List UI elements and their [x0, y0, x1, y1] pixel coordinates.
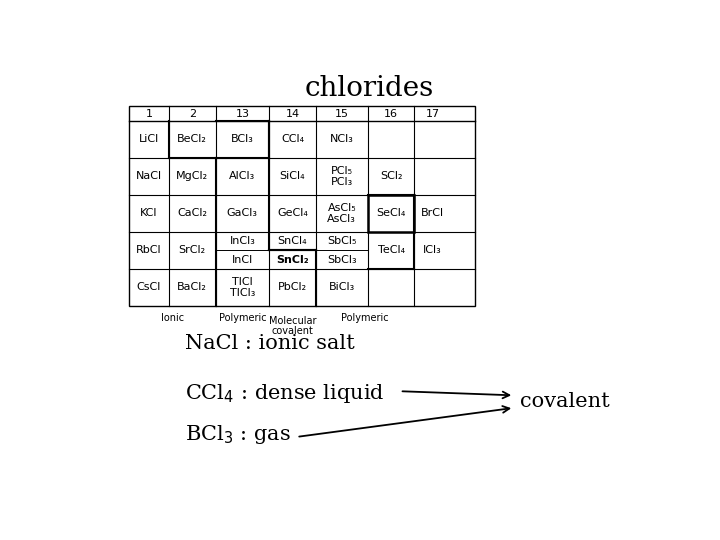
Text: 2: 2	[189, 109, 196, 119]
Text: BeCl₂: BeCl₂	[177, 134, 207, 144]
Text: SbCl₅: SbCl₅	[327, 236, 356, 246]
Text: AlCl₃: AlCl₃	[229, 171, 256, 181]
Text: SeCl₄: SeCl₄	[377, 208, 406, 219]
Text: SCl₂: SCl₂	[380, 171, 402, 181]
Text: 13: 13	[235, 109, 249, 119]
Text: SeCl₄: SeCl₄	[377, 208, 406, 219]
Text: RbCl: RbCl	[136, 246, 162, 255]
Text: 17: 17	[426, 109, 440, 119]
Text: KCl: KCl	[140, 208, 158, 219]
Text: SnCl₄: SnCl₄	[278, 236, 307, 246]
Text: GeCl₄: GeCl₄	[277, 208, 308, 219]
Text: 1: 1	[145, 109, 153, 119]
Text: BiCl₃: BiCl₃	[329, 282, 355, 293]
Text: 16: 16	[384, 109, 398, 119]
Text: covalent: covalent	[520, 392, 609, 411]
Bar	[129, 106, 475, 306]
Text: 15: 15	[335, 109, 348, 119]
Text: CsCl: CsCl	[137, 282, 161, 293]
Text: PbCl₂: PbCl₂	[278, 282, 307, 293]
Text: GaCl₃: GaCl₃	[227, 208, 258, 219]
Text: PCl₅
PCl₃: PCl₅ PCl₃	[330, 166, 353, 187]
Text: InCl₃: InCl₃	[230, 236, 256, 246]
Text: NaCl: NaCl	[136, 171, 162, 181]
Text: SiCl₄: SiCl₄	[279, 171, 305, 181]
Text: Ionic: Ionic	[161, 313, 184, 323]
Text: Molecular
covalent: Molecular covalent	[269, 315, 316, 336]
Text: NCl₃: NCl₃	[330, 134, 354, 144]
Text: LiCl: LiCl	[139, 134, 159, 144]
Text: SnCl₂: SnCl₂	[276, 255, 309, 265]
Text: BaCl₂: BaCl₂	[177, 282, 207, 293]
Text: InCl: InCl	[232, 255, 253, 265]
Text: TlCl
TlCl₃: TlCl TlCl₃	[230, 277, 255, 298]
Text: TeCl₄: TeCl₄	[377, 246, 405, 255]
Text: BCl₃: BCl₃	[231, 134, 253, 144]
Text: chlorides: chlorides	[305, 75, 433, 102]
Bar	[368, 195, 415, 232]
Text: 14: 14	[285, 109, 300, 119]
Text: ICl₃: ICl₃	[423, 246, 442, 255]
Text: Polymeric: Polymeric	[219, 313, 266, 323]
Text: CCl₄: CCl₄	[281, 134, 304, 144]
Text: SbCl₃: SbCl₃	[327, 255, 356, 265]
Text: Polymeric: Polymeric	[341, 313, 389, 323]
Text: MgCl₂: MgCl₂	[176, 171, 208, 181]
Text: AsCl₅
AsCl₃: AsCl₅ AsCl₃	[328, 203, 356, 224]
Text: CCl$_4$ : dense liquid: CCl$_4$ : dense liquid	[185, 382, 384, 405]
Text: CaCl₂: CaCl₂	[177, 208, 207, 219]
Text: SrCl₂: SrCl₂	[179, 246, 206, 255]
Text: NaCl : ionic salt: NaCl : ionic salt	[185, 334, 355, 353]
Text: BrCl: BrCl	[421, 208, 444, 219]
Text: BCl$_3$ : gas: BCl$_3$ : gas	[185, 423, 291, 447]
